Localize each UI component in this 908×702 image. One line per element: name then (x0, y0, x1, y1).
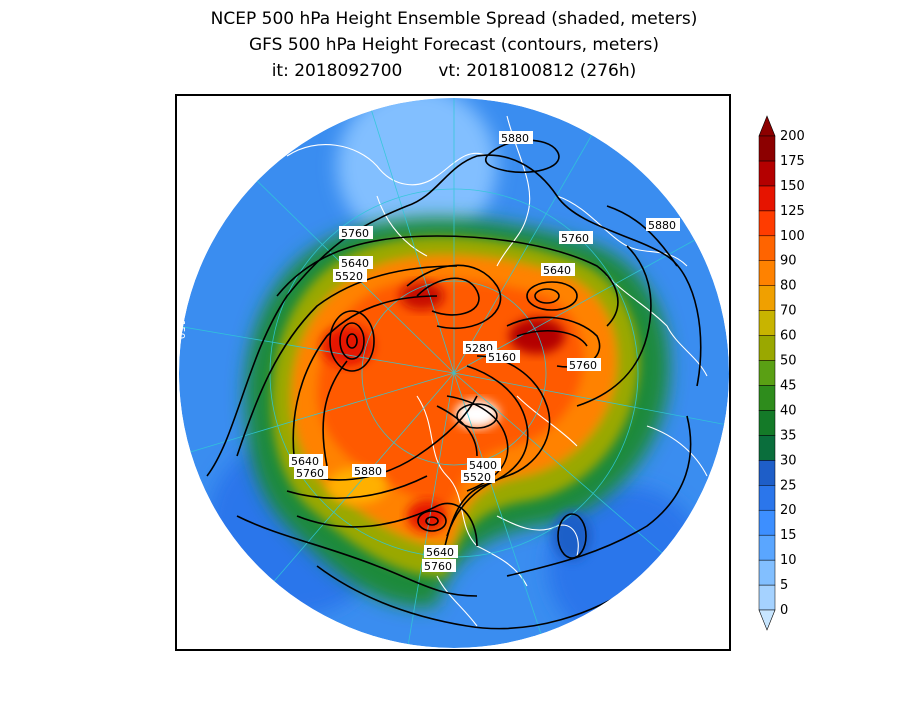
lon-label: 60 (499, 96, 512, 105)
init-time: it: 2018092700 (271, 61, 403, 81)
colorbar-swatch (758, 310, 776, 336)
contour-label: 5400 (467, 458, 501, 472)
colorbar-tick-label: 125 (780, 204, 805, 219)
colorbar-tick-label: 175 (780, 154, 805, 169)
colorbar-tick-label: 150 (780, 179, 805, 194)
lon-label: 180 (179, 461, 192, 481)
colorbar-swatch (758, 260, 776, 286)
colorbar-svg: 0 5 10 15 20 25 30 35 40 45 50 60 70 80 90 100 125 150 175… (758, 115, 805, 631)
colorbar-tick-label: 200 (780, 129, 805, 144)
colorbar-tick-label: 100 (780, 229, 805, 244)
colorbar-tick-label: 25 (780, 478, 797, 493)
contour-label: 5520 (461, 470, 495, 484)
contour-label-text: 5160 (488, 351, 516, 364)
contour-label: 5640 (424, 545, 458, 559)
contour-label: 5760 (339, 226, 373, 240)
contour-label-text: 5880 (501, 132, 529, 145)
colorbar-swatch (758, 509, 776, 536)
contour-label: 5760 (294, 466, 328, 480)
contour-label-text: 5640 (426, 546, 454, 559)
colorbar: 0 5 10 15 20 25 30 35 40 45 50 60 70 80 90 100 125 150 175… (757, 114, 907, 634)
contour-label-text: 5640 (543, 264, 571, 277)
colorbar-swatch (758, 285, 776, 311)
colorbar-tick-label: 90 (780, 254, 797, 269)
polar-map: 5880 5760 5880 5760 5640 5520 5640 5280 … (175, 94, 731, 651)
contour-label: 5880 (646, 218, 680, 232)
lon-label: 90 (347, 99, 362, 113)
colorbar-swatch (758, 410, 776, 436)
colorbar-swatch (758, 559, 776, 586)
colorbar-tick-label: 15 (780, 528, 797, 543)
colorbar-swatch (758, 385, 776, 411)
contour-label: 5880 (499, 131, 533, 145)
colorbar-swatch (758, 160, 776, 187)
contour-label: 5160 (486, 350, 520, 364)
colorbar-bottom-cap (758, 609, 776, 631)
contour-label: 5640 (541, 263, 575, 277)
contour-label: 5640 (289, 454, 323, 468)
lon-label: 60 (664, 547, 680, 564)
colorbar-swatch (758, 335, 776, 361)
colorbar-tick-label: 35 (780, 428, 797, 443)
contour-label-text: 5640 (341, 257, 369, 270)
coastlines (286, 115, 708, 627)
title-line-2: GFS 500 hPa Height Forecast (contours, m… (249, 35, 659, 55)
colorbar-swatch (758, 485, 776, 511)
contour-label-text: 5520 (463, 471, 491, 484)
colorbar-swatch (758, 235, 776, 261)
contour-label-text: 5640 (291, 455, 319, 468)
lon-label: 0 (712, 267, 725, 278)
colorbar-swatch (758, 360, 776, 386)
lon-label: 30 (729, 418, 731, 431)
contour-label: 5640 (339, 256, 373, 270)
title-block: NCEP 500 hPa Height Ensemble Spread (sha… (0, 6, 908, 84)
colorbar-tick-label: 10 (780, 553, 797, 568)
contour-label: 5760 (567, 358, 601, 372)
colorbar-tick-label: 80 (780, 279, 797, 294)
colorbar-tick-label: 45 (780, 378, 797, 393)
colorbar-swatch (758, 185, 776, 212)
contour-label-text: 5760 (296, 467, 324, 480)
contour-label-text: 5760 (561, 232, 589, 245)
colorbar-tick-label: 40 (780, 403, 797, 418)
colorbar-top-cap (758, 115, 776, 137)
lon-label: 120 (396, 645, 415, 651)
contour-label-text: 5880 (354, 465, 382, 478)
height-contours (206, 139, 702, 630)
contour-label-text: 5760 (341, 227, 369, 240)
contour-label: 5520 (333, 269, 367, 283)
colorbar-swatch (758, 584, 776, 611)
contour-label-text: 5400 (469, 459, 497, 472)
contour-label: 5880 (352, 464, 386, 478)
contour-label-text: 5520 (335, 270, 363, 283)
contour-label: 5760 (422, 559, 456, 573)
lon-label: 90 (545, 628, 561, 643)
colorbar-tick-label: 60 (780, 329, 797, 344)
title-line-1: NCEP 500 hPa Height Ensemble Spread (sha… (210, 9, 698, 29)
contour-labels: 5880 5760 5880 5760 5640 5520 5640 5280 … (289, 131, 680, 573)
colorbar-tick-label: 0 (780, 603, 788, 618)
contour-label-text: 5760 (569, 359, 597, 372)
colorbar-tick-label: 20 (780, 503, 797, 518)
contour-label-text: 5760 (424, 560, 452, 573)
colorbar-tick-label: 70 (780, 304, 797, 319)
lon-label: 150 (260, 589, 282, 610)
lon-label: 150 (177, 320, 186, 339)
valid-time: vt: 2018100812 (276h) (438, 61, 637, 81)
title-line-3: it: 2018092700 vt: 2018100812 (276h) (0, 58, 908, 84)
contour-label: 5760 (559, 231, 593, 245)
colorbar-swatch (758, 210, 776, 237)
polar-map-canvas: 5880 5760 5880 5760 5640 5520 5640 5280 … (177, 96, 731, 651)
colorbar-swatch (758, 435, 776, 461)
contour-label-text: 5880 (648, 219, 676, 232)
colorbar-swatch (758, 135, 776, 162)
colorbar-tick-label: 50 (780, 354, 797, 369)
colorbar-tick-label: 30 (780, 453, 797, 468)
colorbar-swatch (758, 534, 776, 561)
colorbar-swatch (758, 460, 776, 486)
colorbar-tick-label: 5 (780, 578, 788, 593)
